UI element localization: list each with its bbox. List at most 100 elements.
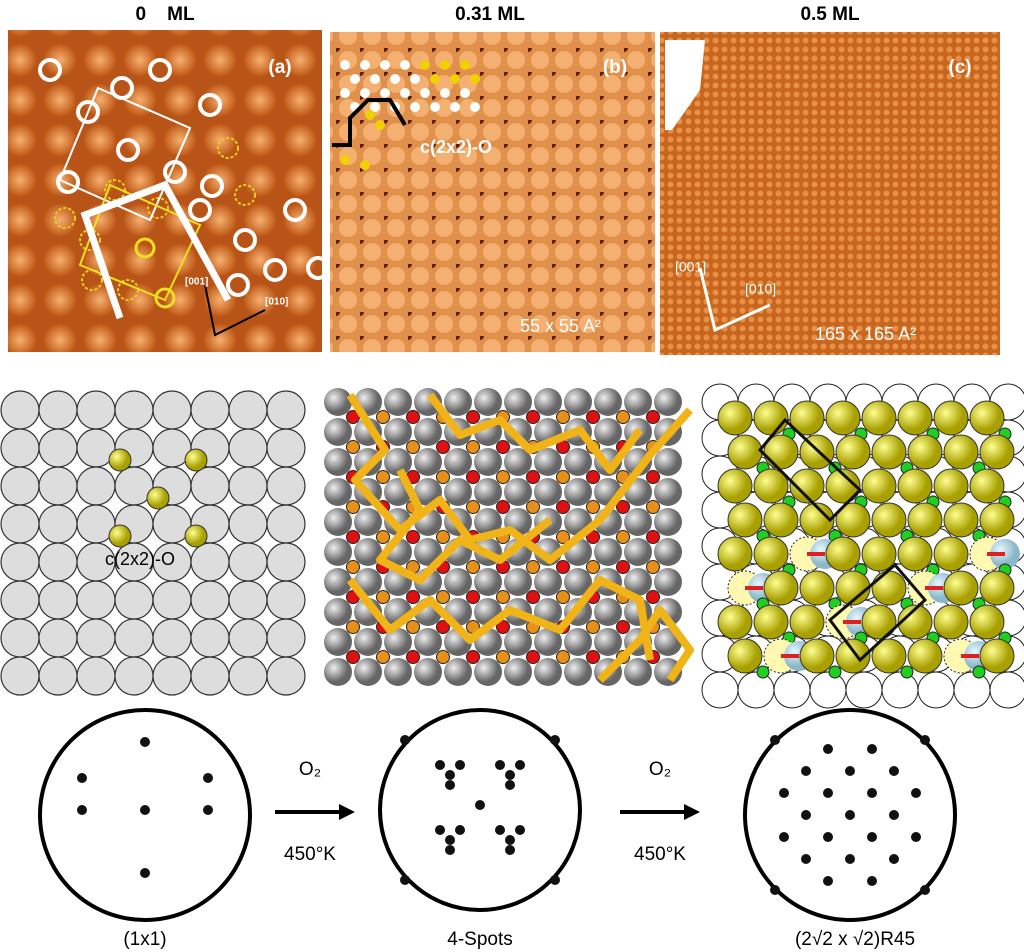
adatom: [466, 590, 480, 604]
leed-spot: [445, 770, 455, 780]
leed-spot: [400, 735, 410, 745]
substrate-atom: [504, 448, 532, 476]
adatom: [346, 620, 360, 634]
substrate-atom: [654, 508, 682, 536]
small-atom: [900, 665, 914, 679]
adatom: [526, 560, 540, 574]
leed-spot: [801, 766, 811, 776]
marker-circle: [226, 273, 250, 297]
gas-label: O₂: [649, 759, 671, 780]
oxygen-atom: [825, 400, 861, 436]
substrate-atom: [809, 671, 847, 709]
leed-spot: [475, 800, 485, 810]
leed-spot: [845, 810, 855, 820]
pattern-label: 4-Spots: [447, 929, 512, 950]
substrate-atom: [114, 580, 154, 620]
leed-spot: [515, 760, 525, 770]
oxygen-atom: [753, 604, 789, 640]
adatom: [586, 470, 600, 484]
atom-dot: [370, 74, 380, 84]
atom-dot: [440, 60, 450, 70]
leed-spot: [505, 835, 515, 845]
zigzag: [332, 98, 407, 147]
adatom: [526, 470, 540, 484]
substrate-atom: [266, 390, 306, 430]
adatom: [436, 650, 450, 664]
substrate-atom: [266, 542, 306, 582]
atom-dot: [420, 88, 430, 98]
axis-label: [001]: [185, 277, 208, 288]
adatom: [496, 440, 510, 454]
substrate-atom: [474, 388, 502, 416]
domain-boundary: [346, 392, 693, 564]
oxygen-atom: [933, 536, 969, 572]
leed-spot: [867, 876, 877, 886]
oxygen-atom: [789, 400, 825, 436]
oxygen-atom: [825, 468, 861, 504]
leed-spot: [435, 760, 445, 770]
oxygen-atom: [861, 536, 897, 572]
pattern-label: (1x1): [123, 929, 166, 950]
substrate-atom: [534, 478, 562, 506]
oxygen-atom: [717, 604, 753, 640]
oxygen-atom: [146, 486, 170, 510]
substrate-atom: [701, 671, 739, 709]
substrate-atom: [504, 388, 532, 416]
oxygen-atom: [727, 502, 763, 538]
adatom: [406, 530, 420, 544]
stm-image-c: [660, 32, 1000, 355]
substrate-atom: [354, 658, 382, 686]
substrate-atom: [324, 568, 352, 596]
domain-boundary: [597, 606, 694, 683]
oxygen-atom: [933, 604, 969, 640]
marker-circle: [54, 207, 76, 229]
leed-spot: [779, 788, 789, 798]
marker-circle: [234, 184, 256, 206]
substrate-atom: [564, 448, 592, 476]
substrate-atom: [190, 656, 230, 696]
oxygen-atom: [969, 468, 1005, 504]
substrate-atom: [38, 618, 78, 658]
leed-spot: [140, 737, 150, 747]
leed-patterns: [38, 708, 957, 922]
substrate-atom: [534, 568, 562, 596]
temperature-label: 450°K: [634, 844, 686, 865]
atom-dot: [450, 74, 460, 84]
domain-boundary: [346, 576, 654, 661]
marker-circle: [56, 170, 80, 194]
substrate-atom: [114, 656, 154, 696]
marker-circle: [117, 279, 139, 301]
leed-spot: [203, 773, 213, 783]
axis-label: [001]: [675, 259, 706, 275]
oxygen-atom: [907, 434, 943, 470]
marker-circle: [283, 198, 307, 222]
leed-spot: [867, 832, 877, 842]
leed-spot: [867, 788, 877, 798]
adatom: [526, 650, 540, 664]
substrate-atom: [228, 580, 268, 620]
leed-spot: [889, 854, 899, 864]
leed-spot: [140, 868, 150, 878]
adatom: [466, 500, 480, 514]
substrate-atom: [76, 466, 116, 506]
substrate-atom: [114, 390, 154, 430]
oxygen-atom: [871, 638, 907, 674]
leed-spot: [515, 825, 525, 835]
substrate-atom: [190, 466, 230, 506]
adatom: [556, 530, 570, 544]
oxygen-atom: [871, 434, 907, 470]
atom-dot: [430, 102, 440, 112]
oxygen-atom: [108, 448, 132, 472]
substrate-atom: [228, 656, 268, 696]
adatom: [376, 530, 390, 544]
substrate-atom: [324, 598, 352, 626]
substrate-atom: [354, 538, 382, 566]
leed-spot: [505, 845, 515, 855]
oxygen-atom: [717, 468, 753, 504]
substrate-atom: [414, 628, 442, 656]
substrate-atom: [474, 508, 502, 536]
substrate-atom: [266, 428, 306, 468]
leed-spot: [550, 735, 560, 745]
marker-circle: [200, 174, 224, 198]
oxygen-atom: [727, 638, 763, 674]
